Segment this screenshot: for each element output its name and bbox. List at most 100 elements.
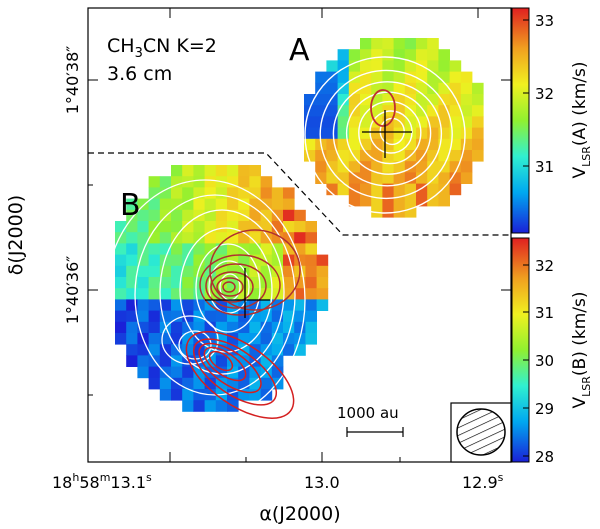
pixel-a (416, 194, 428, 207)
pixel-b (193, 187, 205, 199)
pixel-a (337, 172, 350, 184)
pixel-b (137, 344, 149, 356)
pixel-b (283, 321, 295, 334)
pixel-b (171, 344, 183, 356)
pixel-b (193, 355, 205, 367)
pixel-b (171, 321, 183, 334)
continuum-contour (199, 254, 281, 316)
pixel-b (215, 187, 228, 199)
pixel-a (326, 94, 338, 106)
pixel-b (238, 165, 250, 177)
pixel-b (249, 310, 261, 323)
pixel-a (393, 94, 406, 106)
pixel-b (238, 344, 250, 356)
pixel-b (148, 333, 161, 345)
pixel-b (249, 344, 261, 356)
pixel-b (193, 333, 205, 345)
pixel-a (416, 49, 428, 61)
pixel-a (315, 150, 327, 162)
pixel-a (360, 116, 372, 128)
pixel-b (137, 198, 149, 211)
pixel-a (460, 71, 473, 84)
pixel-a (337, 138, 350, 151)
colorbar-b-tick-5: 28 (535, 448, 554, 466)
pixel-a (337, 94, 350, 106)
pixel-a (460, 150, 473, 162)
pixel-b (193, 243, 205, 255)
pixel-b (171, 198, 183, 211)
pixel-a (337, 71, 350, 84)
pixel-a (404, 71, 417, 84)
pixel-a (360, 194, 372, 207)
pixel-b (238, 389, 250, 401)
pixel-b (148, 198, 161, 211)
pixel-a (427, 105, 439, 117)
plot-frame (87, 7, 512, 463)
pixel-b (305, 288, 317, 300)
pixel-b (215, 243, 228, 255)
pixel-a (337, 82, 350, 95)
pixel-a (449, 116, 462, 128)
pixel-a (371, 206, 383, 218)
pixel-a (404, 138, 417, 151)
pixel-a (393, 60, 406, 72)
pixel-b (305, 243, 317, 255)
pixel-a (416, 82, 428, 95)
pixel-b (294, 277, 306, 289)
y-tick-label-1: 1°40′38″ (63, 46, 82, 115)
pixel-a (404, 38, 417, 50)
pixel-a (304, 127, 316, 140)
pixel-b (171, 243, 183, 255)
pixel-b (126, 277, 138, 289)
pixel-a (393, 82, 406, 95)
pixel-b (249, 165, 261, 177)
pixel-a (460, 127, 473, 140)
contour-a-red (370, 89, 396, 127)
pixel-b (148, 254, 161, 267)
y-axis-label: δ(J2000) (5, 195, 27, 275)
pixel-b (148, 243, 161, 255)
pixel-b (159, 221, 172, 233)
pixel-a (438, 183, 450, 196)
pixel-b (193, 389, 205, 401)
pixel-b (193, 377, 205, 390)
pixel-a (404, 105, 417, 117)
region-separator (88, 152, 511, 236)
pixel-b (115, 243, 127, 255)
continuum-contour (203, 346, 247, 382)
pixel-b (227, 355, 239, 367)
pixel-b (260, 310, 273, 323)
pixel-b (271, 198, 284, 211)
pixel-a (460, 105, 473, 117)
pixel-b (137, 355, 149, 367)
pixel-b (148, 187, 161, 199)
pixel-a (472, 127, 484, 140)
pixel-b (193, 232, 205, 244)
colorbar-a-label: VLSR(A) (km/s) (570, 62, 593, 179)
pixel-a (360, 94, 372, 106)
continuum-contour (222, 281, 236, 293)
pixel-a (438, 105, 450, 117)
pixel-b (227, 198, 239, 211)
pixel-a (404, 116, 417, 128)
pixel-b (260, 221, 273, 233)
pixel-b (126, 310, 138, 323)
pixel-b (215, 400, 228, 412)
pixel-a (404, 49, 417, 61)
pixel-a (427, 183, 439, 196)
pixel-b (182, 198, 194, 211)
pixel-a (337, 60, 350, 72)
pixel-a (371, 94, 383, 106)
pixel-b (126, 333, 138, 345)
pixel-b (171, 254, 183, 267)
pixel-b (148, 265, 161, 278)
pixel-b (182, 209, 194, 222)
pixel-b (238, 187, 250, 199)
pixel-b (260, 176, 273, 188)
pixel-a (382, 161, 394, 173)
beam-ellipse (450, 402, 512, 463)
pixel-b (249, 288, 261, 300)
pixel-a (371, 183, 383, 196)
pixel-a (315, 161, 327, 173)
